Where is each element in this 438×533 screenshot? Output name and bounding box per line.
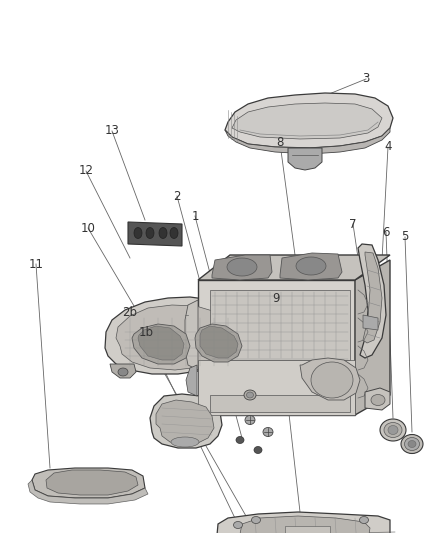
Polygon shape xyxy=(46,470,138,495)
Ellipse shape xyxy=(311,362,353,398)
Text: 2: 2 xyxy=(173,190,181,203)
Ellipse shape xyxy=(254,447,262,454)
Text: 6: 6 xyxy=(382,225,390,238)
Text: 9: 9 xyxy=(272,292,280,304)
Polygon shape xyxy=(365,388,390,410)
Polygon shape xyxy=(280,253,342,280)
Polygon shape xyxy=(212,255,272,280)
Ellipse shape xyxy=(227,258,257,276)
Polygon shape xyxy=(358,244,386,358)
Text: 1b: 1b xyxy=(138,326,153,338)
Ellipse shape xyxy=(384,423,402,438)
Ellipse shape xyxy=(401,434,423,454)
Ellipse shape xyxy=(408,440,416,448)
Ellipse shape xyxy=(263,427,273,437)
Polygon shape xyxy=(217,512,390,533)
Polygon shape xyxy=(210,395,350,412)
Ellipse shape xyxy=(296,257,326,275)
Polygon shape xyxy=(132,324,190,364)
Polygon shape xyxy=(210,290,350,360)
Ellipse shape xyxy=(118,368,128,376)
Text: 2b: 2b xyxy=(123,306,138,319)
Polygon shape xyxy=(225,128,390,154)
Ellipse shape xyxy=(244,390,256,400)
Polygon shape xyxy=(198,280,355,415)
Polygon shape xyxy=(110,364,136,378)
Polygon shape xyxy=(240,516,370,533)
Text: 10: 10 xyxy=(81,222,95,235)
Ellipse shape xyxy=(405,438,420,450)
Ellipse shape xyxy=(360,516,368,523)
Polygon shape xyxy=(232,103,382,139)
Ellipse shape xyxy=(170,228,178,238)
Text: 4: 4 xyxy=(384,141,392,154)
Polygon shape xyxy=(363,315,378,330)
Text: 5: 5 xyxy=(401,230,409,244)
Text: 3: 3 xyxy=(362,72,370,85)
Text: 7: 7 xyxy=(349,217,357,230)
Polygon shape xyxy=(200,326,238,358)
Polygon shape xyxy=(186,365,197,396)
Ellipse shape xyxy=(134,228,142,238)
Text: 12: 12 xyxy=(78,165,93,177)
Ellipse shape xyxy=(380,419,406,441)
Polygon shape xyxy=(28,480,148,504)
Polygon shape xyxy=(285,526,330,533)
Ellipse shape xyxy=(159,228,167,238)
Ellipse shape xyxy=(245,416,255,424)
Text: 8: 8 xyxy=(276,136,284,149)
Polygon shape xyxy=(105,297,248,374)
Text: 13: 13 xyxy=(105,125,120,138)
Ellipse shape xyxy=(146,228,154,238)
Ellipse shape xyxy=(388,425,398,434)
Polygon shape xyxy=(288,148,322,170)
Polygon shape xyxy=(198,360,355,415)
Text: 1: 1 xyxy=(191,209,199,222)
Polygon shape xyxy=(225,93,393,148)
Ellipse shape xyxy=(251,516,261,523)
Ellipse shape xyxy=(171,437,199,447)
Polygon shape xyxy=(363,252,382,343)
Text: 11: 11 xyxy=(28,257,43,271)
Polygon shape xyxy=(195,324,242,362)
Polygon shape xyxy=(138,326,184,360)
Polygon shape xyxy=(300,358,360,400)
Polygon shape xyxy=(198,255,390,280)
Polygon shape xyxy=(150,394,222,448)
Polygon shape xyxy=(355,260,390,415)
Polygon shape xyxy=(128,222,182,246)
Polygon shape xyxy=(185,300,198,370)
Ellipse shape xyxy=(233,521,243,529)
Ellipse shape xyxy=(236,437,244,443)
Ellipse shape xyxy=(247,392,254,398)
Polygon shape xyxy=(156,400,214,446)
Ellipse shape xyxy=(371,394,385,406)
Polygon shape xyxy=(32,468,145,498)
Polygon shape xyxy=(116,305,234,370)
